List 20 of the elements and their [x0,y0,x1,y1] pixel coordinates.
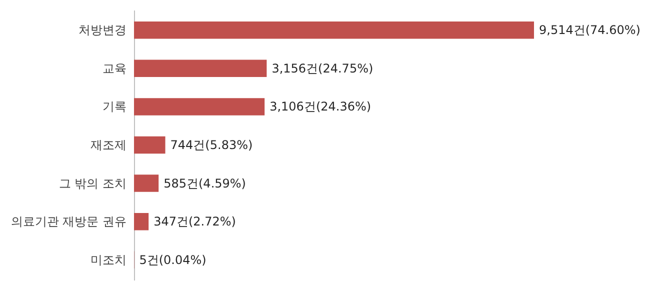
data-label: 744건(5.83%) [170,138,253,152]
y-tick-label: 그 밖의 조치 [58,176,126,190]
data-label: 9,514건(74.60%) [539,23,640,38]
y-tick-label: 의료기관 재방문 권유 [10,214,126,229]
data-label: 3,106건(24.36%) [270,100,372,114]
y-tick-label: 교육 [102,61,126,76]
bar [134,174,159,192]
bar [134,136,166,154]
data-label: 3,156건(24.75%) [272,61,374,76]
bar [134,21,534,39]
data-label: 585건(4.59%) [164,176,246,190]
y-tick-label: 재조제 [90,138,126,152]
bar [134,60,267,78]
y-tick-label: 미조치 [90,252,126,267]
bar [134,98,265,116]
y-tick-label: 기록 [102,100,126,114]
bar [134,212,149,230]
y-tick-label: 처방변경 [78,23,126,38]
data-label: 5건(0.04%) [139,252,206,267]
data-label: 347건(2.72%) [154,214,236,229]
